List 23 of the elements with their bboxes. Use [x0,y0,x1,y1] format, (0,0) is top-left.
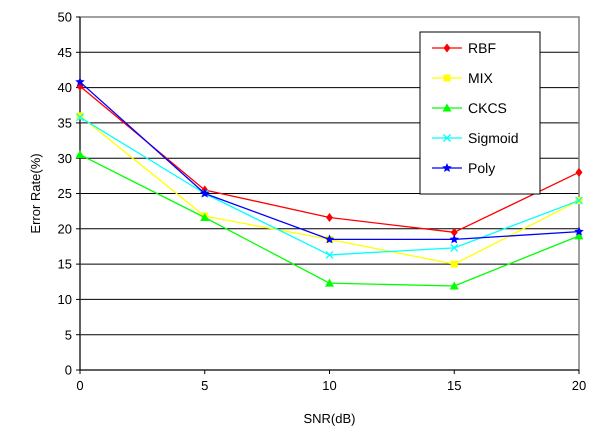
y-tick-label: 35 [58,115,72,130]
x-tick-label: 10 [322,378,337,393]
x-axis-title: SNR(dB) [303,411,356,426]
x-tick-label: 20 [572,378,586,393]
legend-label: RBF [468,40,496,56]
y-tick-label: 25 [58,186,72,202]
legend-label: Poly [468,160,496,176]
y-tick-label: 20 [58,221,72,236]
y-tick-label: 0 [64,362,72,378]
y-axis-title: Error Rate(%) [28,153,43,234]
legend-label: CKCS [468,100,507,116]
y-tick-label: 40 [58,80,72,96]
y-tick-label: 50 [58,10,72,25]
x-tick-label: 15 [447,378,462,393]
y-tick-label: 10 [58,292,72,307]
y-tick-label: 45 [58,44,72,60]
legend-label: Sigmoid [468,130,519,146]
x-tick-label: 0 [76,378,84,393]
y-tick-label: 15 [58,256,72,272]
y-tick-label: 30 [58,150,72,166]
x-tick-label: 5 [201,378,208,393]
y-tick-label: 5 [64,327,72,342]
legend-label: MIX [468,70,494,86]
